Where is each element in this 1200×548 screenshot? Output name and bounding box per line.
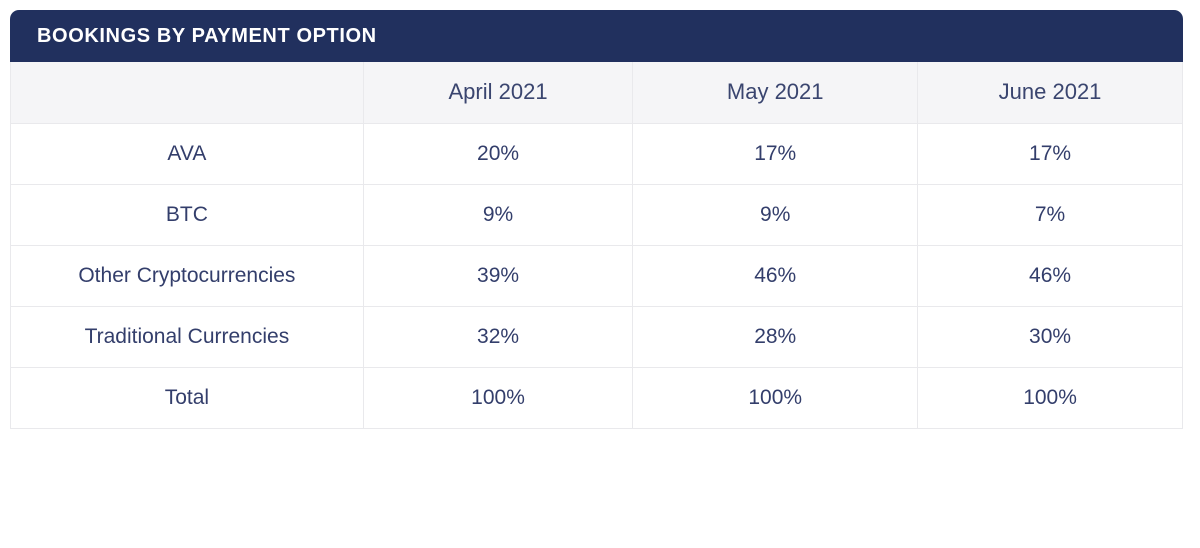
- cell-total-june: 100%: [917, 366, 1183, 429]
- table-title: BOOKINGS BY PAYMENT OPTION: [37, 24, 377, 47]
- row-label-ava: AVA: [10, 122, 364, 185]
- column-header-may-2021: May 2021: [632, 62, 919, 124]
- table-row-btc: BTC 9% 9% 7%: [10, 183, 1183, 246]
- corner-cell: [10, 62, 364, 124]
- header-row: April 2021 May 2021 June 2021: [10, 62, 1183, 124]
- cell-total-may: 100%: [632, 366, 919, 429]
- cell-traditional-april: 32%: [362, 305, 634, 368]
- row-label-traditional-currencies: Traditional Currencies: [10, 305, 364, 368]
- row-label-other-cryptocurrencies: Other Cryptocurrencies: [10, 244, 364, 307]
- cell-ava-april: 20%: [362, 122, 634, 185]
- cell-ava-may: 17%: [632, 122, 919, 185]
- table-row-traditional-currencies: Traditional Currencies 32% 28% 30%: [10, 305, 1183, 368]
- cell-ava-june: 17%: [917, 122, 1183, 185]
- cell-traditional-may: 28%: [632, 305, 919, 368]
- cell-other-crypto-april: 39%: [362, 244, 634, 307]
- cell-traditional-june: 30%: [917, 305, 1183, 368]
- table-row-other-cryptocurrencies: Other Cryptocurrencies 39% 46% 46%: [10, 244, 1183, 307]
- table-row-ava: AVA 20% 17% 17%: [10, 122, 1183, 185]
- table-title-bar: BOOKINGS BY PAYMENT OPTION: [10, 10, 1183, 62]
- cell-btc-june: 7%: [917, 183, 1183, 246]
- bookings-table-card: BOOKINGS BY PAYMENT OPTION April 2021 Ma…: [10, 10, 1183, 429]
- cell-btc-april: 9%: [362, 183, 634, 246]
- row-label-btc: BTC: [10, 183, 364, 246]
- column-header-april-2021: April 2021: [362, 62, 634, 124]
- bookings-table: April 2021 May 2021 June 2021 AVA 20% 17…: [10, 62, 1183, 429]
- cell-other-crypto-june: 46%: [917, 244, 1183, 307]
- table-row-total: Total 100% 100% 100%: [10, 366, 1183, 429]
- cell-total-april: 100%: [362, 366, 634, 429]
- column-header-june-2021: June 2021: [917, 62, 1183, 124]
- row-label-total: Total: [10, 366, 364, 429]
- cell-other-crypto-may: 46%: [632, 244, 919, 307]
- cell-btc-may: 9%: [632, 183, 919, 246]
